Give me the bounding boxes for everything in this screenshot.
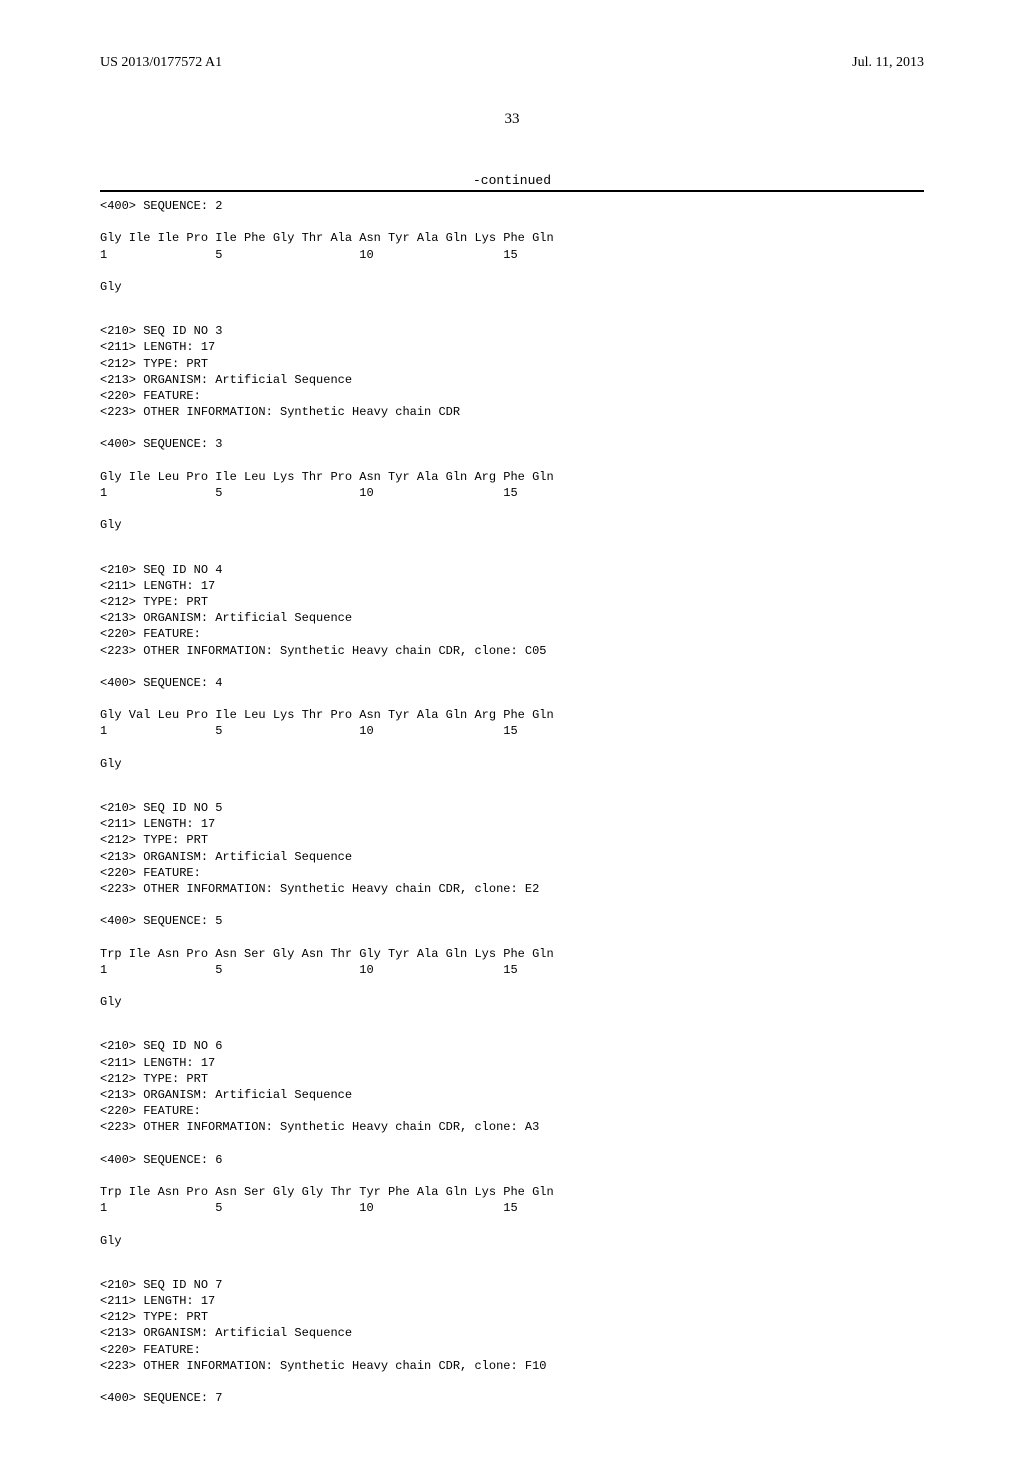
continued-label: -continued xyxy=(100,173,924,188)
page-container: US 2013/0177572 A1 Jul. 11, 2013 33 -con… xyxy=(0,0,1024,1474)
page-number: 33 xyxy=(100,111,924,128)
publication-number: US 2013/0177572 A1 xyxy=(100,55,222,71)
publication-date: Jul. 11, 2013 xyxy=(852,55,924,71)
sequence-block: <210> SEQ ID NO 6 <211> LENGTH: 17 <212>… xyxy=(100,1038,924,1248)
page-header: US 2013/0177572 A1 Jul. 11, 2013 xyxy=(100,55,924,71)
sequence-block: <210> SEQ ID NO 3 <211> LENGTH: 17 <212>… xyxy=(100,323,924,533)
sequence-block: <210> SEQ ID NO 7 <211> LENGTH: 17 <212>… xyxy=(100,1277,924,1407)
sequence-block: <400> SEQUENCE: 2 Gly Ile Ile Pro Ile Ph… xyxy=(100,198,924,295)
sequence-block: <210> SEQ ID NO 4 <211> LENGTH: 17 <212>… xyxy=(100,562,924,772)
divider xyxy=(100,190,924,192)
sequence-listing: <400> SEQUENCE: 2 Gly Ile Ile Pro Ile Ph… xyxy=(100,198,924,1406)
sequence-block: <210> SEQ ID NO 5 <211> LENGTH: 17 <212>… xyxy=(100,800,924,1010)
